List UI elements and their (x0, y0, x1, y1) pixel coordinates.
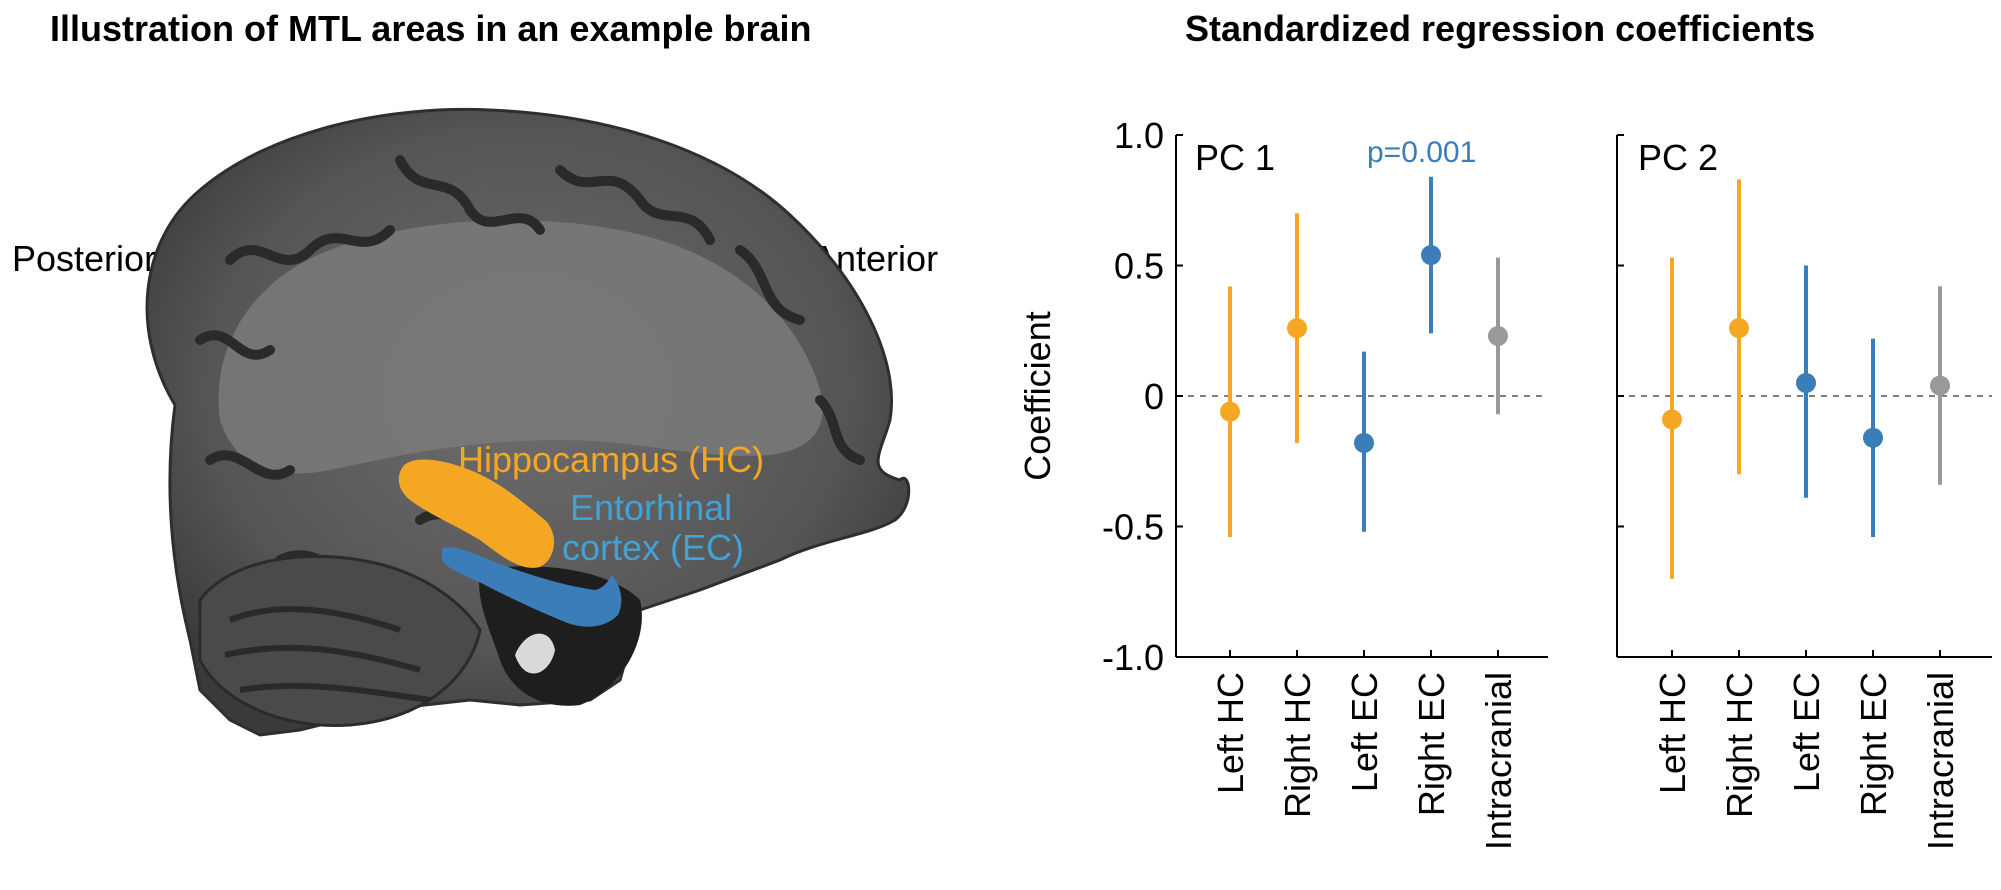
posterior-label: Posterior (12, 238, 157, 279)
chart-panel-title: Standardized regression coefficients (1185, 8, 1816, 49)
pc1-point (1421, 245, 1441, 266)
pc2-point (1930, 375, 1950, 396)
entorhinal-label-line2: cortex (EC) (562, 527, 744, 568)
pc2-point (1796, 372, 1816, 393)
pc1-ytick-label: 0.5 (1114, 246, 1164, 287)
pc1-ytick-label: -1.0 (1102, 637, 1164, 678)
chart-pc1: PC 1 p=0.001 -1.0 -0.5 0 0.5 1.0 Left HC Righ… (1102, 115, 1548, 850)
pc2-point (1729, 318, 1749, 339)
pc1-ytick-label: 1.0 (1114, 115, 1164, 156)
pc1-point (1287, 318, 1307, 339)
pc2-point (1863, 427, 1883, 448)
white-matter-shape (218, 220, 823, 474)
pc2-xtick-label: Left HC (1652, 672, 1693, 794)
brain-panel-title: Illustration of MTL areas in an example … (50, 8, 812, 49)
pc2-xtick-label: Right EC (1853, 672, 1894, 816)
brain-image: Hippocampus (HC) Entorhinal cortex (EC) (145, 107, 911, 737)
pc1-ytick-label: -0.5 (1102, 507, 1164, 548)
pc2-xtick-label: Left EC (1786, 672, 1827, 792)
entorhinal-label-line1: Entorhinal (570, 487, 732, 528)
pc1-xtick-label: Right EC (1411, 672, 1452, 816)
pc1-ytick-label: 0 (1144, 376, 1164, 417)
pc1-xtick-label: Right HC (1277, 672, 1318, 818)
pc2-point (1662, 409, 1682, 430)
pc1-p-value: p=0.001 (1367, 136, 1476, 169)
chart-pc2: PC 2 Left HC Right HC Left EC Right EC Intra… (1616, 134, 1992, 850)
pc1-xtick-label: Left HC (1210, 672, 1251, 794)
entorhinal-region (442, 547, 622, 627)
pc1-point (1220, 401, 1240, 422)
pc2-xtick-label: Intracranial (1920, 672, 1961, 850)
pc1-xtick-label: Intracranial (1478, 672, 1519, 850)
pc2-xtick-label: Right HC (1719, 672, 1760, 818)
pc2-panel-label: PC 2 (1638, 137, 1718, 178)
cerebellum-shape (198, 554, 482, 728)
y-axis-label: Coefficient (1017, 311, 1058, 480)
pc1-panel-label: PC 1 (1195, 137, 1275, 178)
hippocampus-label: Hippocampus (HC) (458, 439, 764, 480)
pc1-point (1488, 325, 1508, 346)
hippocampus-region (398, 459, 555, 568)
pc1-point (1354, 432, 1374, 453)
pc1-xtick-label: Left EC (1344, 672, 1385, 792)
